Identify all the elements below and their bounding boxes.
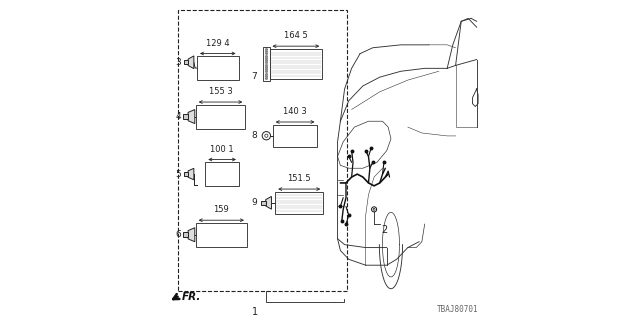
Polygon shape bbox=[266, 196, 271, 209]
Bar bbox=[262, 47, 269, 81]
Polygon shape bbox=[188, 228, 195, 242]
Bar bbox=[196, 223, 247, 247]
Text: 7: 7 bbox=[251, 71, 257, 81]
Text: 155 3: 155 3 bbox=[209, 87, 232, 96]
Bar bbox=[196, 105, 245, 129]
Text: TBAJ80701: TBAJ80701 bbox=[436, 305, 478, 314]
Text: 159: 159 bbox=[214, 205, 229, 214]
Text: 6: 6 bbox=[175, 230, 181, 239]
Text: 129 4: 129 4 bbox=[206, 39, 230, 48]
Circle shape bbox=[262, 132, 271, 140]
Polygon shape bbox=[188, 109, 195, 124]
Text: 1: 1 bbox=[252, 307, 257, 317]
Polygon shape bbox=[188, 168, 194, 180]
Text: 9: 9 bbox=[251, 198, 257, 207]
Bar bbox=[184, 60, 188, 64]
Text: 140 3: 140 3 bbox=[284, 107, 307, 116]
Text: 100 1: 100 1 bbox=[211, 145, 234, 154]
Bar bbox=[205, 162, 239, 186]
Text: 3: 3 bbox=[175, 58, 181, 67]
Text: 164 5: 164 5 bbox=[284, 31, 308, 40]
Text: FR.: FR. bbox=[182, 292, 202, 302]
Bar bbox=[269, 49, 322, 79]
Circle shape bbox=[372, 207, 377, 212]
Bar bbox=[197, 56, 239, 80]
Polygon shape bbox=[188, 56, 194, 69]
Bar bbox=[184, 172, 188, 176]
Bar bbox=[273, 124, 317, 147]
Circle shape bbox=[373, 208, 375, 210]
Bar bbox=[275, 192, 323, 214]
Text: 2: 2 bbox=[381, 225, 387, 235]
Bar bbox=[261, 201, 266, 205]
Circle shape bbox=[265, 134, 268, 137]
Bar bbox=[183, 114, 188, 119]
Text: 151.5: 151.5 bbox=[287, 174, 311, 183]
Bar bbox=[183, 233, 188, 237]
Bar bbox=[178, 10, 347, 291]
Text: 8: 8 bbox=[251, 131, 257, 140]
Text: 4: 4 bbox=[175, 112, 181, 121]
Text: 5: 5 bbox=[175, 170, 181, 179]
